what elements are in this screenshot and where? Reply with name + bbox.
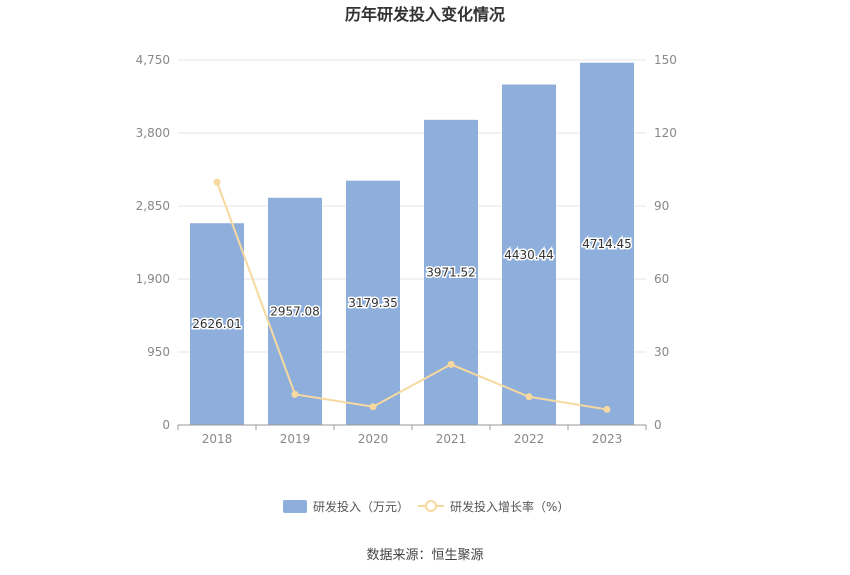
- legend[interactable]: 研发投入（万元） 研发投入增长率（%）: [283, 499, 569, 514]
- bar: [268, 197, 322, 425]
- y-right-tick-label: 150: [654, 53, 677, 67]
- x-tick-label: 2019: [280, 432, 311, 446]
- bar-value-label: 3971.52: [426, 265, 476, 279]
- data-source: 数据来源：恒生聚源: [366, 548, 483, 563]
- y-right-tick-label: 30: [654, 345, 669, 359]
- bar-value-label: 2626.01: [192, 317, 242, 331]
- bar-value-label: 3179.35: [348, 296, 398, 310]
- x-tick-label: 2023: [592, 432, 623, 446]
- y-left-tick-label: 950: [147, 345, 170, 359]
- x-tick-label: 2022: [514, 432, 545, 446]
- legend-bar-swatch: [283, 500, 307, 513]
- bar-value-label: 4714.45: [582, 237, 632, 251]
- growth-point: [213, 178, 221, 186]
- legend-line-marker: [425, 500, 437, 512]
- y-right-tick-label: 0: [654, 418, 662, 432]
- chart-title: 历年研发投入变化情况: [345, 5, 505, 24]
- legend-bar-label: 研发投入（万元）: [313, 499, 409, 514]
- y-right-tick-label: 60: [654, 272, 669, 286]
- growth-line: [216, 181, 608, 411]
- x-tick-label: 2020: [358, 432, 389, 446]
- x-tick-label: 2018: [202, 432, 233, 446]
- y-left-tick-label: 4,750: [136, 53, 170, 67]
- bar: [346, 180, 400, 425]
- growth-point: [525, 393, 533, 401]
- x-tick-label: 2021: [436, 432, 467, 446]
- legend-line-label: 研发投入增长率（%）: [450, 499, 569, 514]
- y-right-tick-label: 120: [654, 126, 677, 140]
- y-left-tick-label: 2,850: [136, 199, 170, 213]
- bar: [580, 62, 634, 425]
- growth-point: [447, 360, 455, 368]
- y-right-tick-label: 90: [654, 199, 669, 213]
- bar-series: 2626.01 2957.08 3179.35 3971.52 4430.44 4714.…: [190, 62, 634, 426]
- grid: [178, 59, 646, 353]
- bar: [190, 223, 244, 425]
- bar: [502, 84, 556, 425]
- growth-point: [369, 403, 377, 411]
- growth-point: [603, 405, 611, 413]
- growth-point: [291, 390, 299, 398]
- y-left-tick-label: 1,900: [136, 272, 170, 286]
- line-series: [213, 178, 611, 413]
- bar-value-label: 2957.08: [270, 304, 320, 318]
- y-left-tick-label: 0: [162, 418, 170, 432]
- axes: 0 950 1,900 2,850 3,800 4,750 0 30 60 90 120 150 201…: [136, 53, 677, 446]
- y-left-tick-label: 3,800: [136, 126, 170, 140]
- bar-value-label: 4430.44: [504, 248, 554, 262]
